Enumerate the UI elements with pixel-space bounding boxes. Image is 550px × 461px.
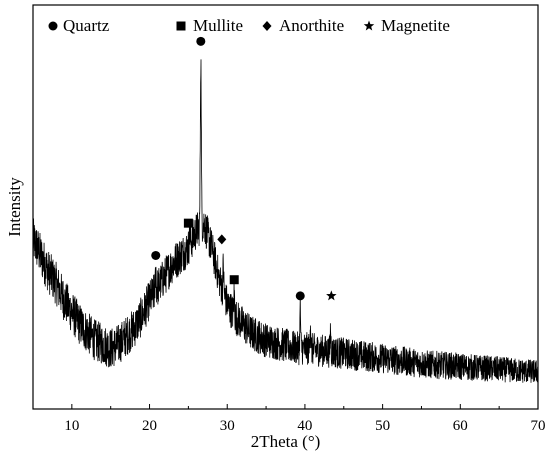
plot-frame bbox=[32, 4, 539, 410]
square-phase-marker bbox=[229, 275, 239, 285]
x-tick-label-60: 60 bbox=[453, 418, 468, 434]
legend-label-quartz: Quartz bbox=[63, 16, 110, 35]
diamond-phase-marker bbox=[217, 234, 227, 245]
legend-label-anorthite: Anorthite bbox=[279, 16, 344, 35]
circle-phase-marker bbox=[196, 36, 206, 46]
x-tick-label-50: 50 bbox=[375, 418, 390, 434]
x-tick-label-70: 70 bbox=[531, 418, 546, 434]
star-phase-marker bbox=[326, 290, 337, 301]
x-tick-label-20: 20 bbox=[142, 418, 157, 434]
circle-phase-marker bbox=[295, 291, 305, 301]
legend-diamond-icon bbox=[262, 21, 272, 31]
x-tick-label-10: 10 bbox=[64, 418, 79, 434]
x-axis-title: 2Theta (°) bbox=[251, 432, 321, 451]
legend-label-mullite: Mullite bbox=[193, 16, 243, 35]
circle-phase-marker bbox=[151, 250, 161, 260]
legend-label-magnetite: Magnetite bbox=[381, 16, 450, 35]
x-axis: 10 20 30 40 50 60 70 bbox=[32, 404, 546, 434]
phase-markers bbox=[151, 36, 337, 301]
legend-square-icon bbox=[176, 21, 186, 31]
legend-circle-icon bbox=[48, 21, 58, 31]
legend-star-icon bbox=[363, 20, 375, 31]
xrd-spectrum-line bbox=[32, 59, 539, 383]
legend: Quartz Mullite Anorthite Magnetite bbox=[48, 16, 450, 35]
square-phase-marker bbox=[183, 218, 193, 228]
x-tick-label-40: 40 bbox=[297, 418, 312, 434]
y-axis-title: Intensity bbox=[5, 177, 24, 237]
x-tick-label-30: 30 bbox=[220, 418, 235, 434]
